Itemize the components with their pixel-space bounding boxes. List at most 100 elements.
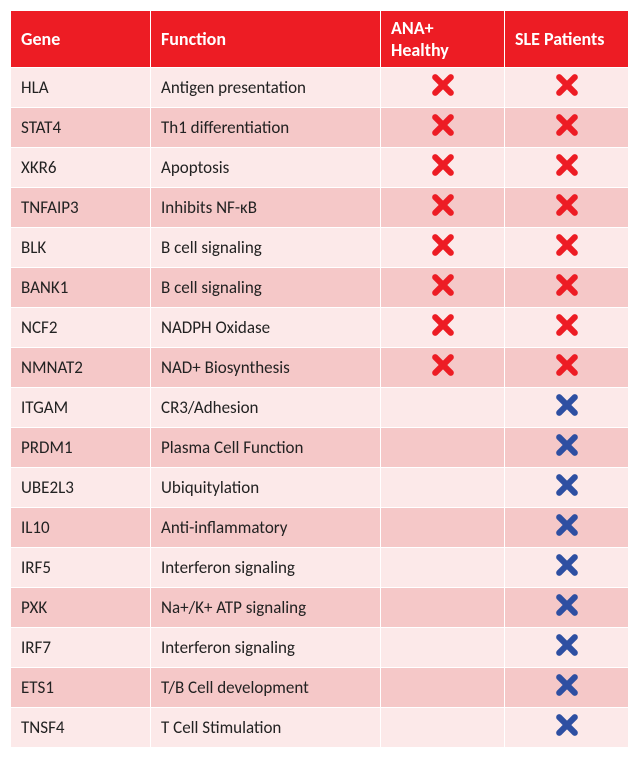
x-mark-icon (554, 712, 580, 738)
table-row: IL10Anti-inflammatory (11, 508, 629, 548)
gene-table: Gene Function ANA+ Healthy SLE Patients … (10, 10, 629, 748)
cell-sle (505, 228, 629, 268)
cell-ana (381, 428, 505, 468)
table-row: TNSF4T Cell Stimulation (11, 708, 629, 748)
table-row: XKR6Apoptosis (11, 148, 629, 188)
cell-ana (381, 68, 505, 108)
cell-gene: HLA (11, 68, 151, 108)
cell-sle (505, 468, 629, 508)
cell-gene: ETS1 (11, 668, 151, 708)
x-mark-icon (554, 392, 580, 418)
cell-sle (505, 588, 629, 628)
table-row: BANK1B cell signaling (11, 268, 629, 308)
table-row: IRF7Interferon signaling (11, 628, 629, 668)
cell-gene: PXK (11, 588, 151, 628)
cell-ana (381, 508, 505, 548)
cell-sle (505, 428, 629, 468)
cell-function: Plasma Cell Function (151, 428, 381, 468)
x-mark-icon (554, 112, 580, 138)
cell-gene: NCF2 (11, 308, 151, 348)
cell-ana (381, 708, 505, 748)
header-row: Gene Function ANA+ Healthy SLE Patients (11, 11, 629, 68)
cell-gene: PRDM1 (11, 428, 151, 468)
x-mark-icon (554, 512, 580, 538)
x-mark-icon (554, 552, 580, 578)
cell-function: NADPH Oxidase (151, 308, 381, 348)
cell-gene: IRF5 (11, 548, 151, 588)
cell-function: NAD+ Biosynthesis (151, 348, 381, 388)
cell-ana (381, 548, 505, 588)
cell-ana (381, 148, 505, 188)
cell-function: Interferon signaling (151, 628, 381, 668)
cell-sle (505, 508, 629, 548)
cell-sle (505, 308, 629, 348)
table-row: HLAAntigen presentation (11, 68, 629, 108)
table-row: ITGAMCR3/Adhesion (11, 388, 629, 428)
x-mark-icon (554, 152, 580, 178)
cell-sle (505, 668, 629, 708)
cell-function: Th1 differentiation (151, 108, 381, 148)
header-sle: SLE Patients (505, 11, 629, 68)
table-row: PXKNa+/K+ ATP signaling (11, 588, 629, 628)
table-row: NCF2NADPH Oxidase (11, 308, 629, 348)
x-mark-icon (554, 72, 580, 98)
cell-gene: XKR6 (11, 148, 151, 188)
cell-sle (505, 708, 629, 748)
x-mark-icon (430, 192, 456, 218)
cell-sle (505, 108, 629, 148)
x-mark-icon (554, 352, 580, 378)
cell-gene: TNSF4 (11, 708, 151, 748)
cell-function: T Cell Stimulation (151, 708, 381, 748)
cell-sle (505, 68, 629, 108)
cell-function: Na+/K+ ATP signaling (151, 588, 381, 628)
x-mark-icon (554, 432, 580, 458)
cell-gene: ITGAM (11, 388, 151, 428)
table-row: TNFAIP3Inhibits NF-κB (11, 188, 629, 228)
x-mark-icon (554, 672, 580, 698)
cell-function: B cell signaling (151, 228, 381, 268)
cell-sle (505, 148, 629, 188)
x-mark-icon (554, 272, 580, 298)
header-function: Function (151, 11, 381, 68)
x-mark-icon (430, 232, 456, 258)
cell-ana (381, 348, 505, 388)
cell-function: T/B Cell development (151, 668, 381, 708)
cell-function: Antigen presentation (151, 68, 381, 108)
cell-sle (505, 268, 629, 308)
table-row: PRDM1Plasma Cell Function (11, 428, 629, 468)
x-mark-icon (430, 352, 456, 378)
cell-function: Interferon signaling (151, 548, 381, 588)
cell-function: Ubiquitylation (151, 468, 381, 508)
cell-gene: BANK1 (11, 268, 151, 308)
cell-sle (505, 628, 629, 668)
x-mark-icon (430, 112, 456, 138)
cell-sle (505, 388, 629, 428)
x-mark-icon (430, 272, 456, 298)
x-mark-icon (554, 192, 580, 218)
x-mark-icon (554, 472, 580, 498)
cell-ana (381, 108, 505, 148)
cell-ana (381, 668, 505, 708)
cell-gene: IRF7 (11, 628, 151, 668)
cell-gene: TNFAIP3 (11, 188, 151, 228)
table-row: STAT4Th1 differentiation (11, 108, 629, 148)
cell-function: CR3/Adhesion (151, 388, 381, 428)
cell-gene: UBE2L3 (11, 468, 151, 508)
x-mark-icon (554, 592, 580, 618)
x-mark-icon (554, 232, 580, 258)
x-mark-icon (430, 312, 456, 338)
cell-ana (381, 268, 505, 308)
cell-gene: IL10 (11, 508, 151, 548)
x-mark-icon (430, 152, 456, 178)
table-row: NMNAT2NAD+ Biosynthesis (11, 348, 629, 388)
table-row: IRF5Interferon signaling (11, 548, 629, 588)
cell-ana (381, 588, 505, 628)
x-mark-icon (430, 72, 456, 98)
cell-ana (381, 468, 505, 508)
cell-gene: STAT4 (11, 108, 151, 148)
cell-function: B cell signaling (151, 268, 381, 308)
x-mark-icon (554, 312, 580, 338)
header-ana: ANA+ Healthy (381, 11, 505, 68)
cell-function: Apoptosis (151, 148, 381, 188)
cell-sle (505, 548, 629, 588)
